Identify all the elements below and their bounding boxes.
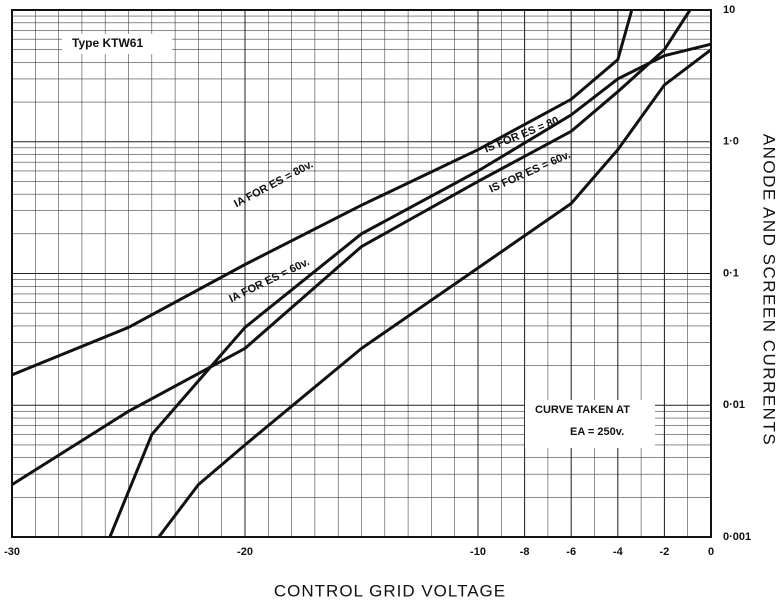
y-tick-label: 0·1 [723,267,739,279]
curve [157,48,712,538]
x-tick-label: -6 [566,546,576,558]
x-axis-label: CONTROL GRID VOLTAGE [274,581,506,600]
series-label: IS FOR ES = 60v. [488,149,573,196]
series-label: IS FOR ES = 80 [483,115,561,156]
annotation: CURVE TAKEN AT [535,404,630,416]
curves [11,9,712,538]
series-label: IA FOR ES = 60v. [227,256,311,305]
y-tick-label: 0·01 [723,399,745,411]
x-tick-label: 0 [708,546,714,558]
curve [108,42,712,538]
y-axis-label: ANODE AND SCREEN CURRENTS [760,134,779,446]
x-tick-label: -30 [4,546,20,558]
annotation: EA = 250v. [570,426,624,438]
annotation-bg [525,400,655,448]
plot-frame [11,9,712,538]
y-tick-label: 0·001 [723,531,751,543]
y-tick-label: 10 [723,4,735,16]
annotation-bg [62,34,172,54]
x-tick-label: -8 [520,546,530,558]
x-tick-label: -20 [237,546,253,558]
y-tick-label: 1·0 [723,136,739,148]
x-tick-label: -2 [660,546,670,558]
x-tick-label: -4 [613,546,624,558]
annotation: Type KTW61 [72,36,143,50]
x-tick-label: -10 [470,546,486,558]
curve [11,9,634,377]
